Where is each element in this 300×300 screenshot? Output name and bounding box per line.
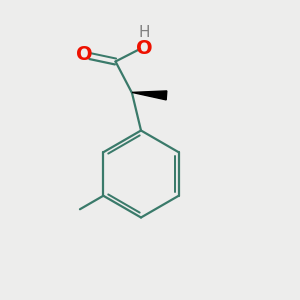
Polygon shape <box>132 91 167 100</box>
Text: H: H <box>139 25 150 40</box>
Text: O: O <box>136 39 153 58</box>
Text: O: O <box>76 45 93 64</box>
